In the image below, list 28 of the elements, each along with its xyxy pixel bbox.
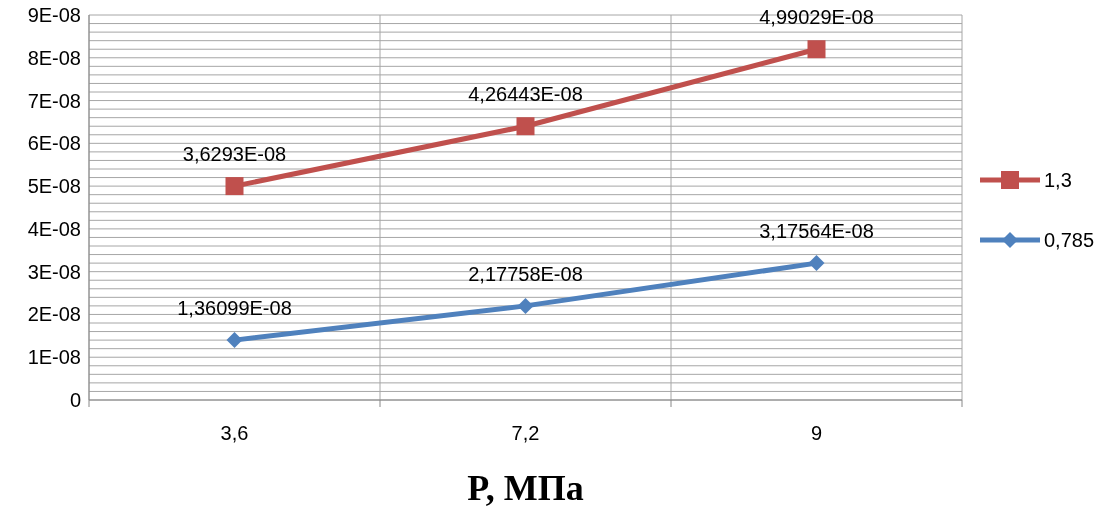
- point: [807, 40, 826, 59]
- data-label: 1,36099E-08: [177, 297, 292, 320]
- data-label: 3,6293E-08: [182, 143, 287, 166]
- x-tick-label: 3,6: [220, 422, 249, 444]
- point: [516, 117, 535, 136]
- x-tick-label: 7,2: [511, 422, 540, 444]
- y-tick-label: 6E-08: [27, 132, 81, 155]
- data-label: 3,17564E-08: [759, 220, 874, 243]
- data-label: 2,17758E-08: [468, 262, 583, 285]
- point: [225, 177, 244, 196]
- y-tick-label: 9E-08: [27, 4, 81, 26]
- x-tick-label: 9: [810, 422, 823, 444]
- y-tick-label: 0: [69, 389, 81, 411]
- y-tick-label: 4E-08: [27, 217, 81, 240]
- point: [517, 297, 534, 314]
- point: [808, 255, 825, 272]
- y-tick-label: 3E-08: [27, 260, 81, 283]
- x-axis-title: P, МПа: [467, 468, 584, 508]
- legend-label: 0,785: [1044, 229, 1095, 251]
- data-label: 4,99029E-08: [759, 6, 874, 29]
- legend-label: 1,3: [1044, 169, 1072, 191]
- y-tick-label: 7E-08: [27, 89, 81, 112]
- point: [226, 332, 243, 349]
- y-tick-label: 5E-08: [27, 175, 81, 198]
- y-tick-label: 2E-08: [27, 303, 81, 326]
- data-label: 4,26443E-08: [468, 83, 583, 106]
- y-tick-label: 1E-08: [27, 346, 81, 369]
- y-tick-label: 8E-08: [27, 46, 81, 69]
